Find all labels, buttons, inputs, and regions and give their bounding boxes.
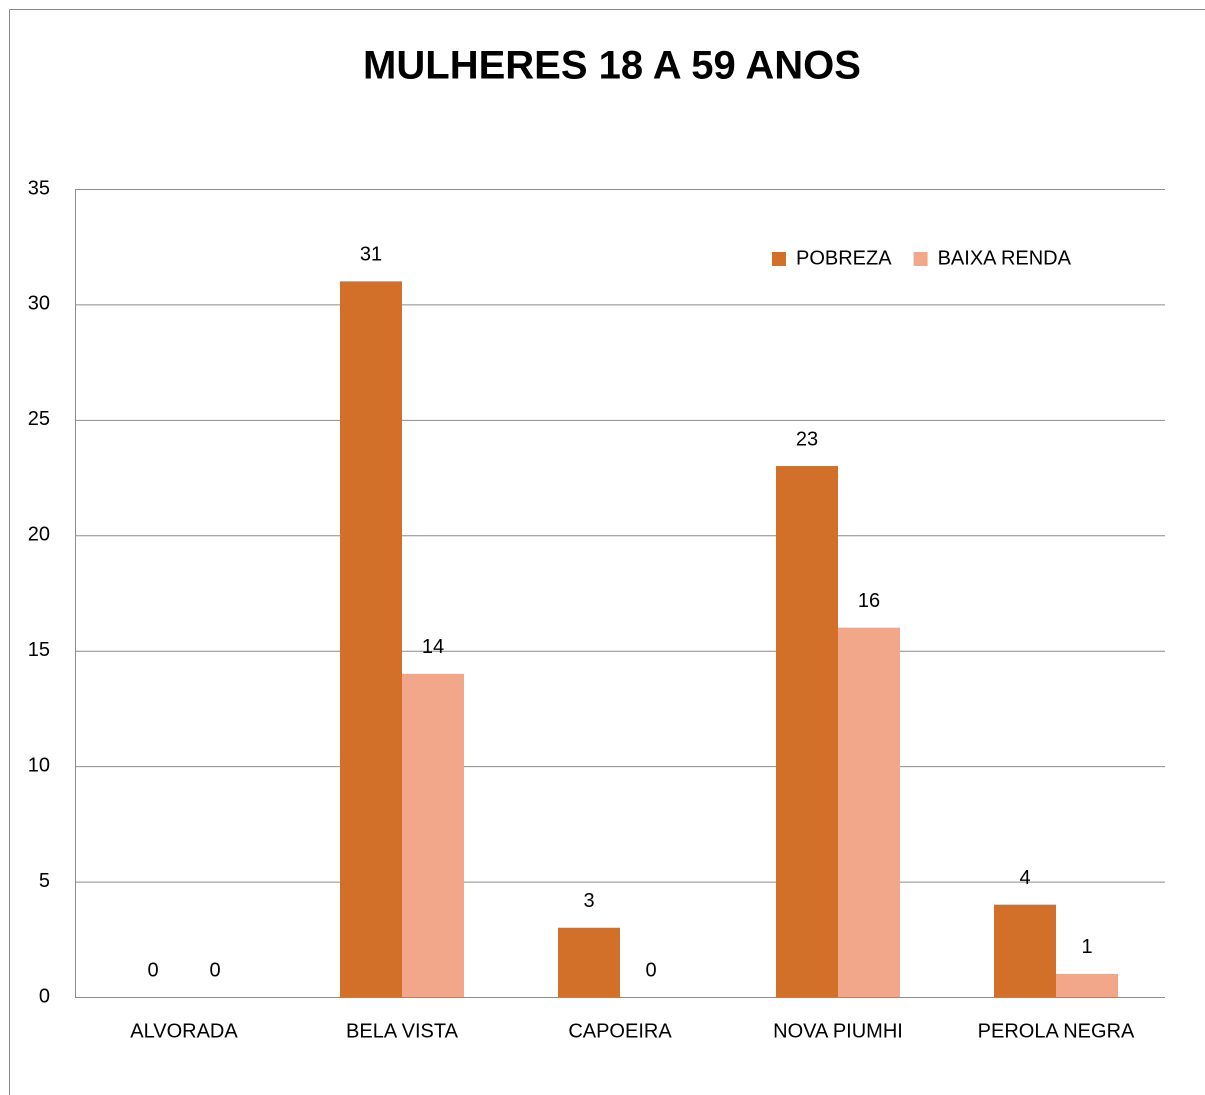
bar xyxy=(402,673,464,997)
x-tick-label: NOVA PIUMHI xyxy=(773,1020,903,1042)
data-label: 31 xyxy=(360,244,382,266)
y-tick-label: 30 xyxy=(28,293,50,315)
chart-title: MULHERES 18 A 59 ANOS xyxy=(363,44,861,88)
legend-label: BAIXA RENDA xyxy=(938,247,1072,269)
x-tick-label: BELA VISTA xyxy=(346,1020,459,1042)
x-tick-label: CAPOEIRA xyxy=(568,1020,672,1042)
bar xyxy=(994,904,1056,997)
y-tick-label: 15 xyxy=(28,639,50,661)
data-label: 3 xyxy=(583,890,594,912)
data-label: 0 xyxy=(147,959,158,981)
bar xyxy=(838,627,900,997)
legend-label: POBREZA xyxy=(796,247,892,269)
data-label: 14 xyxy=(422,636,444,658)
y-tick-label: 10 xyxy=(28,754,50,776)
data-label: 0 xyxy=(209,959,220,981)
legend-swatch xyxy=(913,252,928,266)
x-tick-label: ALVORADA xyxy=(130,1020,238,1042)
data-label: 23 xyxy=(796,428,818,450)
bar xyxy=(340,281,402,997)
bar xyxy=(776,466,838,997)
data-label: 16 xyxy=(858,590,880,612)
bar xyxy=(558,927,620,997)
legend-swatch xyxy=(772,252,786,266)
data-label: 4 xyxy=(1019,867,1030,889)
y-tick-label: 0 xyxy=(39,985,50,1007)
y-tick-label: 20 xyxy=(28,524,50,546)
data-label: 1 xyxy=(1081,936,1092,958)
y-tick-label: 35 xyxy=(28,177,50,199)
data-label: 0 xyxy=(645,959,656,981)
y-tick-label: 5 xyxy=(39,870,50,892)
x-tick-label: PEROLA NEGRA xyxy=(978,1020,1135,1042)
bar xyxy=(1056,973,1118,997)
y-tick-label: 25 xyxy=(28,408,50,430)
